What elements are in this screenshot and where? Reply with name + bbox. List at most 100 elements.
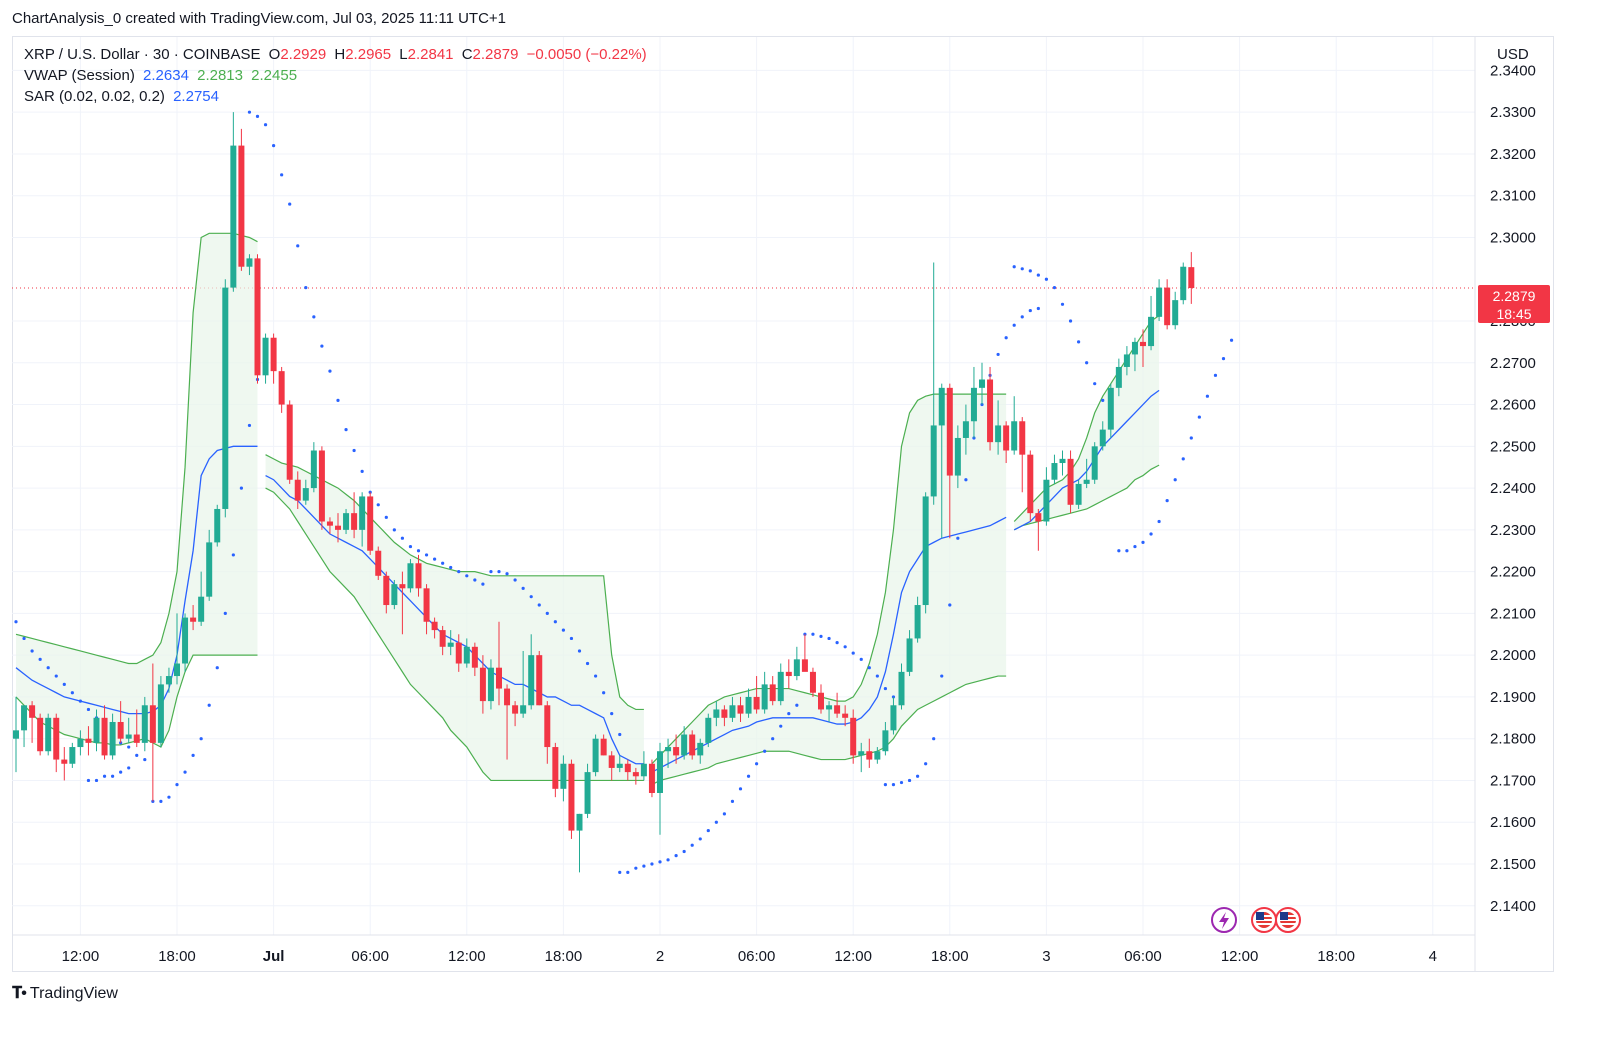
close-value: 2.2879: [472, 46, 519, 63]
price-tick-label: 2.2000: [1490, 647, 1536, 664]
open-label: O: [268, 46, 281, 63]
price-tick-label: 2.1400: [1490, 898, 1536, 915]
vwap-upper-value: 2.2813: [197, 67, 243, 84]
candle-body: [149, 705, 156, 743]
close-label: C: [461, 46, 473, 63]
candle-body: [310, 450, 317, 489]
candle-body: [286, 404, 293, 480]
sar-dot: [191, 753, 195, 758]
sar-row: SAR (0.02, 0.02, 0.2) 2.2754: [24, 86, 651, 107]
price-tick-label: 2.1900: [1490, 689, 1536, 706]
candle-body: [1051, 463, 1058, 480]
candle-body: [423, 588, 430, 622]
sar-dot: [199, 737, 203, 741]
time-tick-label: 12:00: [834, 948, 872, 965]
sar-dot: [376, 503, 380, 507]
time-tick-label: Jul: [263, 948, 285, 965]
candle-body: [946, 387, 953, 476]
time-tick-label: 12:00: [1221, 948, 1259, 965]
price-tick-label: 2.3300: [1490, 104, 1536, 121]
sar-dot: [94, 778, 99, 783]
price-axis[interactable]: 2.34002.33002.32002.31002.30002.28002.27…: [1474, 37, 1536, 971]
currency-label[interactable]: USD: [1497, 46, 1529, 63]
candle-body: [721, 709, 728, 718]
tradingview-logo[interactable]: 𝐓• TradingView: [12, 985, 118, 1003]
candle-body: [1107, 387, 1114, 430]
candle-body: [1011, 421, 1018, 451]
sar-dot: [167, 795, 171, 799]
candle-body: [705, 717, 712, 743]
sar-dot: [537, 603, 541, 607]
candle-body: [13, 730, 19, 739]
bar-countdown: 18:45: [1496, 306, 1532, 322]
candle-body: [246, 258, 253, 267]
symbol-row: XRP / U.S. Dollar · 30 · COINBASE O2.292…: [24, 44, 651, 65]
sar-dot: [899, 780, 904, 785]
price-tick-label: 2.3200: [1490, 146, 1536, 163]
sar-dot: [875, 674, 879, 678]
candle-body: [777, 671, 784, 702]
candle-body: [544, 705, 551, 748]
last-price-value: 2.2879: [1492, 288, 1536, 304]
candle-body: [206, 542, 213, 597]
sar-dot: [296, 244, 300, 248]
sar-dot: [408, 544, 413, 549]
vwap-band-fill: [16, 233, 258, 748]
candle-body: [222, 287, 229, 509]
candle-body: [793, 659, 800, 677]
sar-dot: [964, 478, 968, 482]
sar-dot: [223, 611, 227, 615]
sar-dot: [344, 428, 348, 432]
sar-dot: [1165, 499, 1169, 503]
sar-dot: [288, 202, 292, 206]
candle-body: [359, 496, 366, 530]
candle-body: [133, 734, 140, 743]
candle-body: [1003, 425, 1010, 451]
sar-label[interactable]: SAR (0.02, 0.02, 0.2): [24, 88, 165, 105]
time-tick-label: 2: [656, 948, 664, 965]
candle-body: [294, 479, 301, 501]
candle-body: [648, 763, 655, 793]
candle-body: [383, 575, 390, 606]
candle-body: [970, 387, 977, 422]
us-flag-icon[interactable]: [1251, 907, 1277, 933]
us-flag-icon[interactable]: [1275, 907, 1301, 933]
price-tick-label: 2.2400: [1490, 480, 1536, 497]
time-tick-label: 06:00: [351, 948, 389, 965]
candle-body: [616, 763, 623, 768]
price-tick-label: 2.1800: [1490, 731, 1536, 748]
sar-dot: [932, 737, 936, 741]
sar-dot: [650, 862, 654, 866]
event-markers[interactable]: [1211, 907, 1301, 933]
time-axis[interactable]: 12:00 18:00 Jul 06:00 12:00 18:00 2 06:00 12:00 1…: [12, 934, 1475, 965]
candle-body: [1083, 479, 1090, 484]
sar-dot: [119, 770, 123, 774]
sar-dot: [263, 123, 268, 127]
symbol-title[interactable]: XRP / U.S. Dollar · 30 · COINBASE: [24, 46, 261, 63]
sar-dot: [883, 783, 888, 787]
candle-body: [1091, 446, 1098, 480]
candle-body: [93, 717, 100, 743]
sar-dot: [143, 757, 147, 762]
candle-body: [995, 425, 1002, 443]
sar-dot: [698, 837, 702, 841]
vwap-label[interactable]: VWAP (Session): [24, 67, 135, 84]
candle-body: [697, 742, 704, 756]
candle-body: [278, 371, 285, 405]
sar-dot: [457, 570, 461, 574]
candle-body: [125, 734, 132, 739]
price-tick-label: 2.2600: [1490, 397, 1536, 414]
sar-dot: [1157, 519, 1161, 524]
candle-body: [874, 751, 881, 760]
price-tick-label: 2.2300: [1490, 522, 1536, 539]
candle-body: [608, 755, 615, 768]
vwap-band-fill: [1014, 315, 1160, 530]
sar-dot: [634, 866, 638, 870]
chart-area[interactable]: [12, 36, 1554, 972]
lightning-icon[interactable]: [1211, 907, 1237, 933]
price-tick-label: 2.1500: [1490, 856, 1536, 873]
candle-body: [375, 550, 382, 576]
candle-body: [657, 751, 663, 793]
candle-body: [85, 738, 92, 743]
